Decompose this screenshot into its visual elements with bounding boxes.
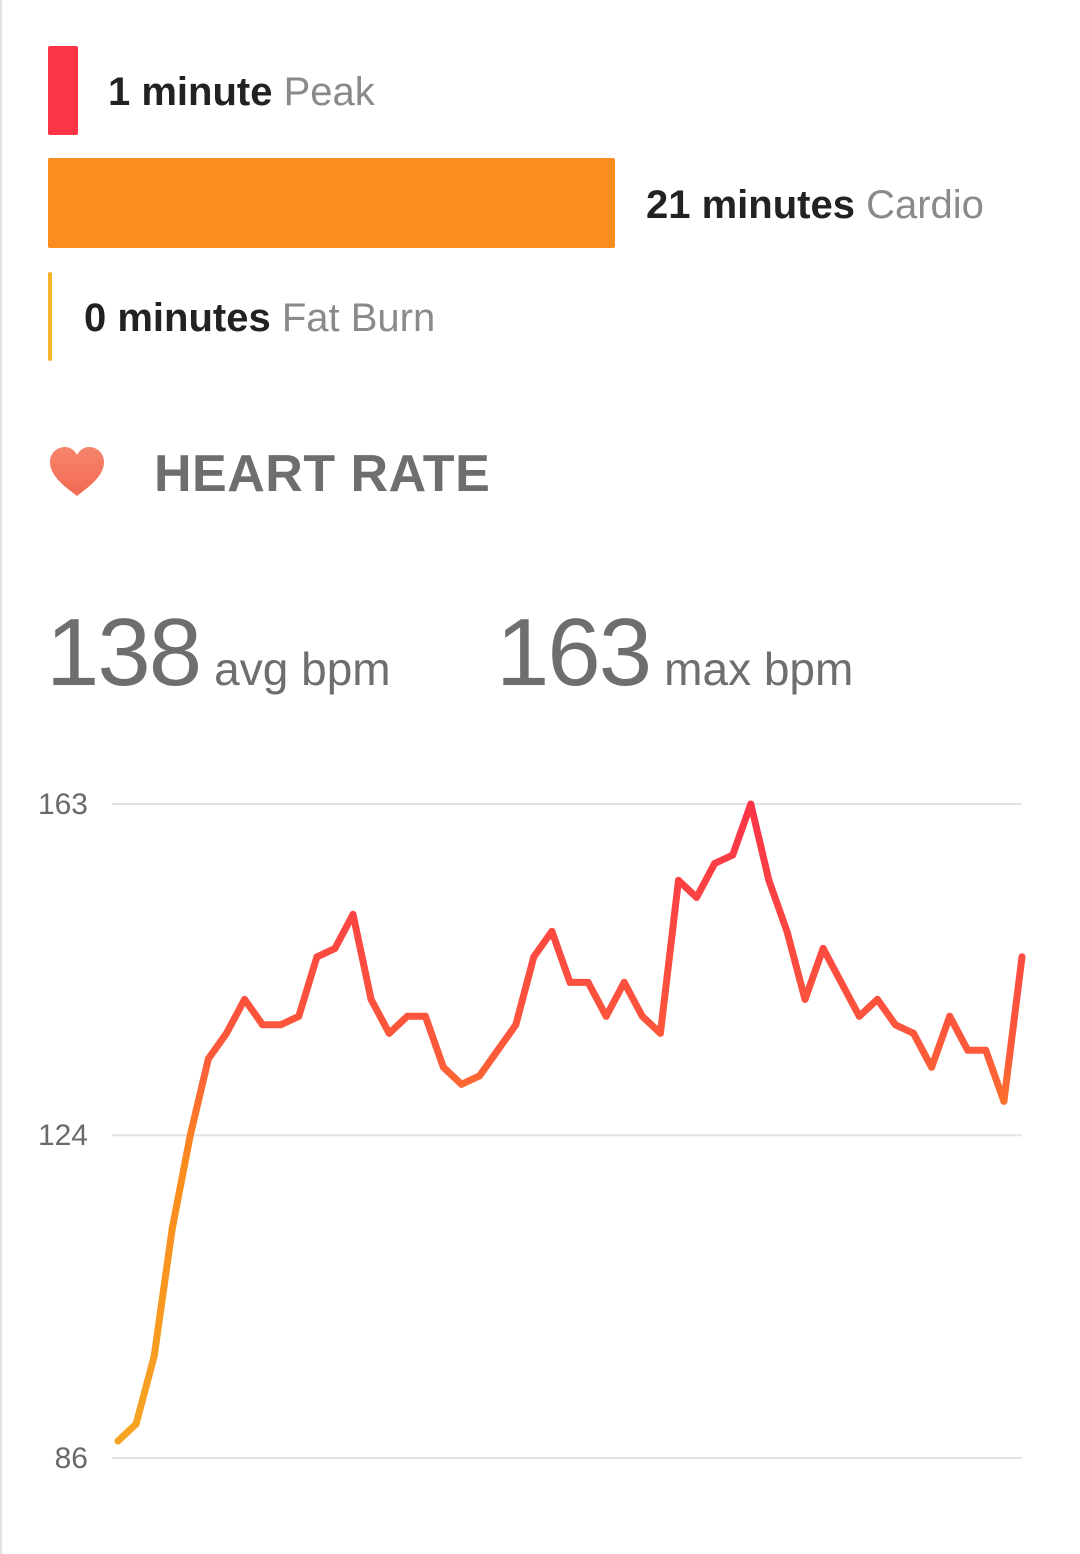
- heart-rate-point: [295, 1012, 303, 1020]
- heart-rate-point: [729, 851, 737, 859]
- heart-rate-point: [675, 876, 682, 884]
- zone-minutes: 0 minutes: [84, 296, 271, 340]
- heart-rate-title: HEART RATE: [154, 445, 491, 503]
- heart-rate-point: [403, 1012, 411, 1020]
- heart-rate-point: [277, 1021, 285, 1029]
- max-bpm-stat: 163 max bpm: [496, 598, 853, 708]
- zone-bar-fat-burn: [48, 272, 52, 361]
- heart-rate-point: [458, 1080, 465, 1088]
- heart-rate-point: [566, 978, 574, 986]
- zone-minutes: 21 minutes: [646, 183, 855, 227]
- heart-rate-point: [928, 1063, 936, 1071]
- heart-rate-point: [693, 893, 701, 901]
- y-tick-label-124: 124: [38, 1119, 88, 1152]
- heart-rate-point: [186, 1131, 194, 1139]
- heart-rate-point: [638, 1012, 646, 1020]
- heart-rate-point: [476, 1072, 484, 1080]
- heart-rate-point: [891, 1021, 899, 1029]
- heart-rate-point: [439, 1063, 447, 1071]
- zone-name: Fat Burn: [281, 296, 436, 340]
- heart-rate-point: [494, 1046, 502, 1054]
- zone-bar-cardio: [48, 158, 615, 248]
- heart-rate-point: [385, 1029, 393, 1037]
- heart-rate-point: [855, 1012, 863, 1020]
- avg-bpm-unit: avg bpm: [214, 643, 391, 695]
- avg-bpm-value: 138: [46, 599, 202, 706]
- heart-rate-point: [656, 1029, 664, 1037]
- heart-rate-chart-svg: 86 124 163: [38, 788, 1026, 1475]
- zone-label-cardio: 21 minutes Cardio: [646, 185, 984, 225]
- max-bpm-unit: max bpm: [664, 643, 854, 695]
- heart-rate-point: [783, 927, 791, 935]
- heart-rate-chart: 86 124 163: [0, 760, 1080, 1520]
- heart-rate-point: [747, 800, 755, 808]
- max-bpm-value: 163: [496, 599, 652, 706]
- heart-rate-point: [910, 1029, 917, 1037]
- zone-label-peak: 1 minute Peak: [108, 72, 375, 112]
- heart-rate-point: [819, 944, 827, 952]
- y-tick-label-86: 86: [55, 1442, 88, 1475]
- zone-name: Peak: [283, 70, 375, 114]
- heart-rate-point: [873, 995, 881, 1003]
- heart-rate-point: [946, 1012, 954, 1020]
- heart-rate-point: [711, 860, 719, 867]
- heart-rate-point: [259, 1021, 267, 1029]
- heart-rate-point: [982, 1046, 990, 1054]
- heart-rate-point: [114, 1437, 122, 1445]
- heart-rate-point: [1018, 953, 1026, 961]
- heart-rate-point: [168, 1225, 176, 1233]
- zone-label-fat-burn: 0 minutes Fat Burn: [84, 298, 435, 338]
- heart-rate-point: [331, 944, 339, 952]
- y-tick-label-163: 163: [38, 788, 88, 821]
- heart-rate-point: [421, 1012, 429, 1020]
- heart-rate-point: [241, 995, 249, 1003]
- heart-rate-point: [1000, 1097, 1008, 1105]
- heart-rate-point: [223, 1029, 230, 1037]
- heart-rate-point: [349, 910, 357, 918]
- zone-minutes: 1 minute: [108, 70, 273, 114]
- heart-icon: [50, 447, 104, 496]
- heart-rate-point: [150, 1352, 158, 1360]
- heart-rate-point: [964, 1046, 972, 1054]
- zone-bar-peak: [48, 46, 78, 135]
- heart-rate-point: [584, 978, 592, 986]
- heart-rate-point: [801, 995, 809, 1003]
- heart-rate-line: [114, 800, 1026, 1445]
- avg-bpm-stat: 138 avg bpm: [46, 598, 391, 708]
- heart-rate-point: [132, 1420, 140, 1428]
- heart-rate-point: [765, 876, 773, 884]
- heart-rate-point: [204, 1055, 212, 1063]
- heart-rate-point: [548, 927, 556, 935]
- heart-rate-point: [313, 953, 321, 961]
- zone-name: Cardio: [866, 183, 984, 227]
- left-edge-divider: [0, 0, 2, 1554]
- heart-rate-point: [837, 978, 845, 986]
- heart-rate-point: [530, 953, 538, 961]
- heart-rate-point: [620, 978, 628, 986]
- heart-rate-point: [602, 1012, 610, 1020]
- heart-rate-header: HEART RATE: [48, 440, 748, 503]
- heart-rate-point: [367, 995, 375, 1003]
- heart-rate-point: [512, 1021, 520, 1029]
